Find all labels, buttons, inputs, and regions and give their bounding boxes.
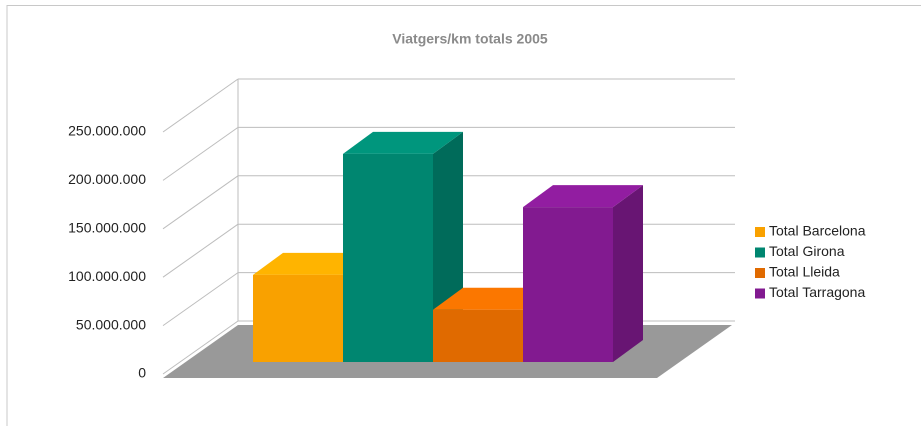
legend-swatch	[755, 227, 765, 237]
grid-line	[162, 320, 239, 375]
bar	[433, 309, 523, 362]
bar-top	[523, 185, 643, 208]
bar-top	[343, 131, 463, 154]
legend-swatch	[755, 247, 765, 258]
bar	[343, 153, 433, 362]
y-tick-label: 100.000.000	[68, 268, 146, 284]
legend-swatch	[755, 288, 765, 299]
y-tick-label: 250.000.000	[68, 123, 146, 139]
grid-line	[162, 272, 239, 327]
y-tick-label: 50.000.000	[76, 316, 146, 332]
legend-label: Total Tarragona	[769, 284, 865, 300]
grid-line	[162, 126, 239, 181]
bar	[523, 207, 613, 362]
legend-label: Total Lleida	[769, 264, 840, 280]
y-tick-label: 200.000.000	[68, 171, 146, 187]
chart-title: Viatgers/km totals 2005	[392, 31, 548, 47]
bar	[253, 274, 343, 362]
legend-label: Total Barcelona	[769, 223, 866, 239]
grid-line	[162, 223, 239, 278]
bar-side	[613, 185, 643, 362]
chart-frame	[6, 5, 921, 426]
y-tick-label: 0	[138, 365, 146, 381]
grid-line	[162, 175, 239, 230]
grid-line	[162, 78, 239, 133]
legend-swatch	[755, 268, 765, 278]
y-tick-label: 150.000.000	[68, 220, 146, 236]
legend-label: Total Girona	[769, 243, 845, 259]
